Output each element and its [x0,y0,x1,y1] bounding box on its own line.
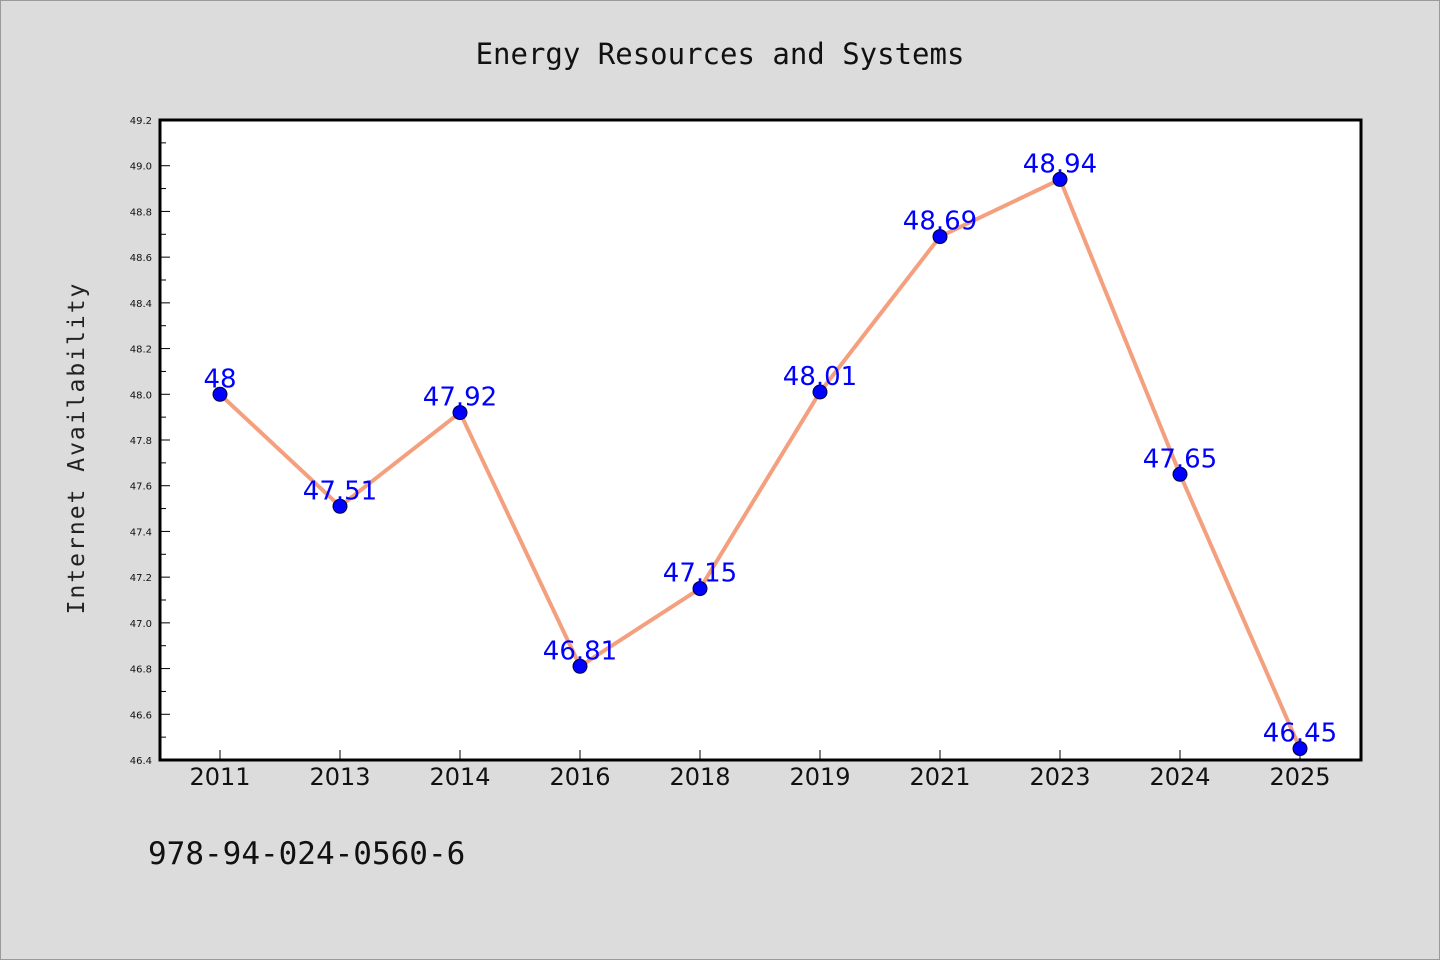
y-tick-label: 47.6 [130,482,152,493]
x-tick-label: 2025 [1269,763,1330,791]
data-point-marker [812,384,828,400]
data-point-marker [1292,741,1308,757]
x-axis-ticks: 2011 2013 2014 2016 2018 2019 2021 2023 2024 2025 [189,750,1331,791]
data-label: 48.69 [903,207,977,237]
data-label: 47.51 [303,476,377,506]
series-layer [218,177,1302,751]
y-tick-label: 48.2 [130,345,152,356]
chart-title: Energy Resources and Systems [476,37,965,71]
data-label: 46.45 [1263,719,1337,749]
x-tick-label: 2011 [189,763,250,791]
series-line [218,177,1302,751]
x-tick-label: 2016 [549,763,610,791]
data-point-marker [1052,171,1068,187]
plot-area [160,120,1361,760]
marker-layer [212,171,1308,757]
y-tick-label: 48.6 [130,253,152,264]
y-tick-label: 46.6 [130,710,152,721]
x-tick-label: 2023 [1029,763,1090,791]
y-tick-label: 48.0 [130,390,152,401]
y-tick-label: 49.0 [130,162,152,173]
data-label: 46.81 [543,636,617,666]
x-tick-label: 2024 [1149,763,1210,791]
x-tick-label: 2013 [309,763,370,791]
data-label: 47.65 [1143,444,1217,474]
y-tick-label: 46.8 [130,665,152,676]
x-tick-label: 2021 [909,763,970,791]
data-label: 48.94 [1023,149,1097,179]
data-point-marker [572,658,588,674]
y-axis-ticks: 46.4 46.6 46.8 47.0 47.2 47.4 47.6 47.8 48.0 48.2… [130,116,170,767]
data-label: 48 [203,364,236,394]
data-point-marker [692,581,708,597]
data-label-layer: 48 47.51 47.92 46.81 47.15 48.01 48.69 48.94 47.… [203,149,1337,748]
data-point-marker [452,405,468,421]
y-tick-label: 49.2 [130,116,152,127]
y-tick-label: 48.8 [130,207,152,218]
y-axis-label: Internet Availability [64,282,90,615]
y-tick-label: 47.8 [130,436,152,447]
data-label: 48.01 [783,362,857,392]
x-tick-label: 2019 [789,763,850,791]
footer-isbn: 978-94-024-0560-6 [148,836,465,872]
x-tick-label: 2018 [669,763,730,791]
data-point-marker [1172,466,1188,482]
y-tick-label: 47.0 [130,619,152,630]
data-point-marker [212,386,228,402]
y-tick-label: 47.4 [130,527,152,538]
data-label: 47.92 [423,383,497,413]
plot-frame [158,118,1363,762]
data-point-marker [332,498,348,514]
y-tick-label: 46.4 [130,756,152,767]
data-point-marker [932,229,948,245]
data-label: 47.15 [663,559,737,589]
x-tick-label: 2014 [429,763,490,791]
y-tick-label: 47.2 [130,573,152,584]
y-tick-label: 48.4 [130,299,152,310]
